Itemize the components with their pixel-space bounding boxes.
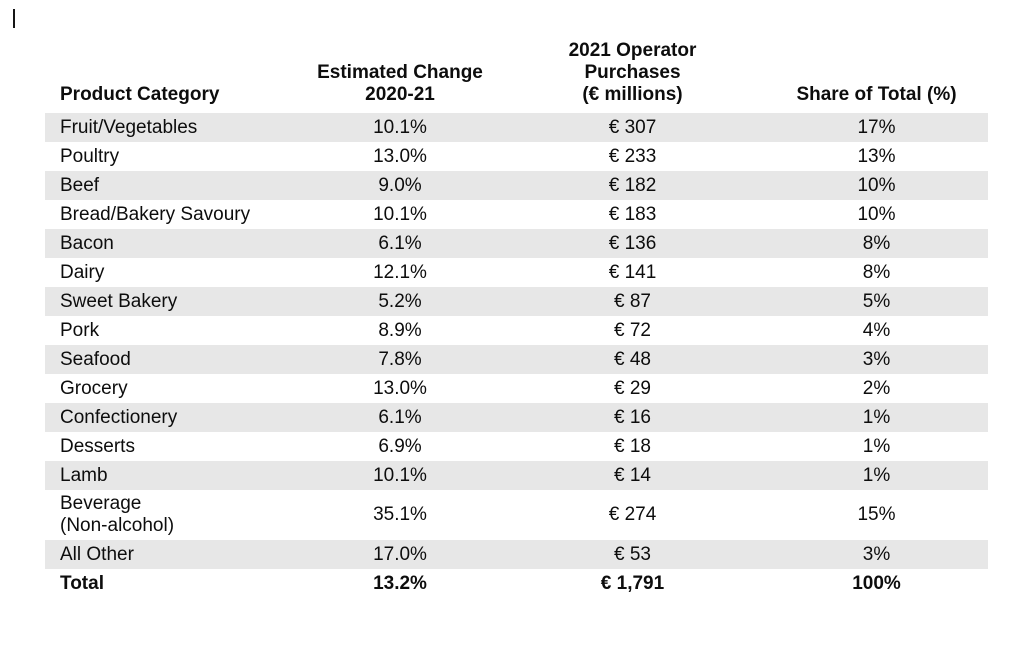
change-cell: 12.1% [373, 261, 427, 283]
category-cell: Lamb [45, 461, 300, 490]
change-cell: 10.1% [300, 461, 500, 490]
column-header-share-of-total: Share of Total (%) [796, 84, 957, 105]
category-cell: Fruit/Vegetables [45, 113, 300, 142]
category-cell: All Other [45, 540, 300, 569]
purchases-cell: € 29 [614, 377, 651, 399]
share-cell: 1% [765, 403, 988, 432]
category-cell: Beef [45, 171, 300, 200]
share-cell: 3% [765, 345, 988, 374]
purchases-cell: € 183 [608, 203, 657, 225]
purchases-cell: € 87 [500, 287, 765, 316]
product-purchases-table: Product Category Estimated Change 2020-2… [45, 0, 988, 598]
share-cell: 4% [862, 319, 891, 341]
share-cell: 1% [862, 435, 891, 457]
change-cell: 13.0% [373, 145, 427, 167]
change-cell: 9.0% [300, 171, 500, 200]
share-cell: 15% [857, 504, 896, 525]
column-header-estimated-change: Estimated Change 2020-21 [317, 62, 483, 105]
change-cell: 7.8% [300, 345, 500, 374]
table-row-bread-bakery-savoury: Bread/Bakery Savoury 10.1% € 183 10% [45, 200, 988, 229]
share-cell: 8% [862, 261, 891, 283]
column-header-operator-purchases: 2021 Operator Purchases (€ millions) [568, 40, 697, 105]
table-row-all-other: All Other 17.0% € 53 3% [45, 540, 988, 569]
change-cell: 8.9% [378, 319, 422, 341]
share-cell: 10% [857, 203, 896, 225]
table-row-fruit-vegetables: Fruit/Vegetables 10.1% € 307 17% [45, 113, 988, 142]
category-cell: Seafood [45, 345, 300, 374]
purchases-cell: € 16 [500, 403, 765, 432]
change-cell: 10.1% [300, 113, 500, 142]
purchases-cell: € 72 [614, 319, 651, 341]
table-row-desserts: Desserts 6.9% € 18 1% [45, 432, 988, 461]
stray-mark [13, 9, 15, 28]
share-cell: 1% [765, 461, 988, 490]
category-cell: Beverage (Non-alcohol) [60, 493, 175, 536]
change-cell: 17.0% [300, 540, 500, 569]
purchases-cell: € 136 [500, 229, 765, 258]
change-cell: 35.1% [373, 504, 427, 525]
share-cell: 100% [765, 569, 988, 598]
category-cell: Desserts [60, 435, 135, 457]
category-cell: Poultry [60, 145, 120, 167]
table-row-lamb: Lamb 10.1% € 14 1% [45, 461, 988, 490]
table-row-total: Total 13.2% € 1,791 100% [45, 569, 988, 598]
column-header-product-category: Product Category [60, 84, 220, 105]
table-row-confectionery: Confectionery 6.1% € 16 1% [45, 403, 988, 432]
change-cell: 13.2% [300, 569, 500, 598]
change-cell: 6.9% [378, 435, 422, 457]
header-row: Product Category Estimated Change 2020-2… [45, 0, 988, 113]
share-cell: 17% [765, 113, 988, 142]
table-header: Product Category Estimated Change 2020-2… [45, 0, 988, 113]
table-row-dairy: Dairy 12.1% € 141 8% [45, 258, 988, 287]
purchases-cell: € 18 [614, 435, 651, 457]
change-cell: 5.2% [300, 287, 500, 316]
change-cell: 10.1% [373, 203, 427, 225]
category-cell: Total [45, 569, 300, 598]
purchases-cell: € 48 [500, 345, 765, 374]
table-row-poultry: Poultry 13.0% € 233 13% [45, 142, 988, 171]
purchases-cell: € 1,791 [500, 569, 765, 598]
share-cell: 3% [765, 540, 988, 569]
share-cell: 10% [765, 171, 988, 200]
category-cell: Pork [60, 319, 100, 341]
table-row-beef: Beef 9.0% € 182 10% [45, 171, 988, 200]
table-row-beverage-non-alcohol: Beverage (Non-alcohol) 35.1% € 274 15% [45, 490, 988, 540]
share-cell: 5% [765, 287, 988, 316]
category-cell: Dairy [60, 261, 105, 283]
table-row-bacon: Bacon 6.1% € 136 8% [45, 229, 988, 258]
table-row-grocery: Grocery 13.0% € 29 2% [45, 374, 988, 403]
share-cell: 13% [857, 145, 896, 167]
change-cell: 6.1% [300, 229, 500, 258]
purchases-cell: € 14 [500, 461, 765, 490]
category-cell: Grocery [60, 377, 128, 399]
table-row-seafood: Seafood 7.8% € 48 3% [45, 345, 988, 374]
category-cell: Bacon [45, 229, 300, 258]
category-cell: Bread/Bakery Savoury [60, 203, 251, 225]
purchases-cell: € 274 [608, 504, 657, 525]
purchases-cell: € 53 [500, 540, 765, 569]
table-row-pork: Pork 8.9% € 72 4% [45, 316, 988, 345]
change-cell: 6.1% [300, 403, 500, 432]
category-cell: Confectionery [45, 403, 300, 432]
change-cell: 13.0% [373, 377, 427, 399]
share-cell: 2% [862, 377, 891, 399]
purchases-cell: € 233 [608, 145, 657, 167]
table-row-sweet-bakery: Sweet Bakery 5.2% € 87 5% [45, 287, 988, 316]
table-body: Fruit/Vegetables 10.1% € 307 17% Poultry… [45, 113, 988, 598]
category-cell: Sweet Bakery [45, 287, 300, 316]
purchases-cell: € 307 [500, 113, 765, 142]
purchases-cell: € 182 [500, 171, 765, 200]
share-cell: 8% [765, 229, 988, 258]
purchases-cell: € 141 [608, 261, 657, 283]
